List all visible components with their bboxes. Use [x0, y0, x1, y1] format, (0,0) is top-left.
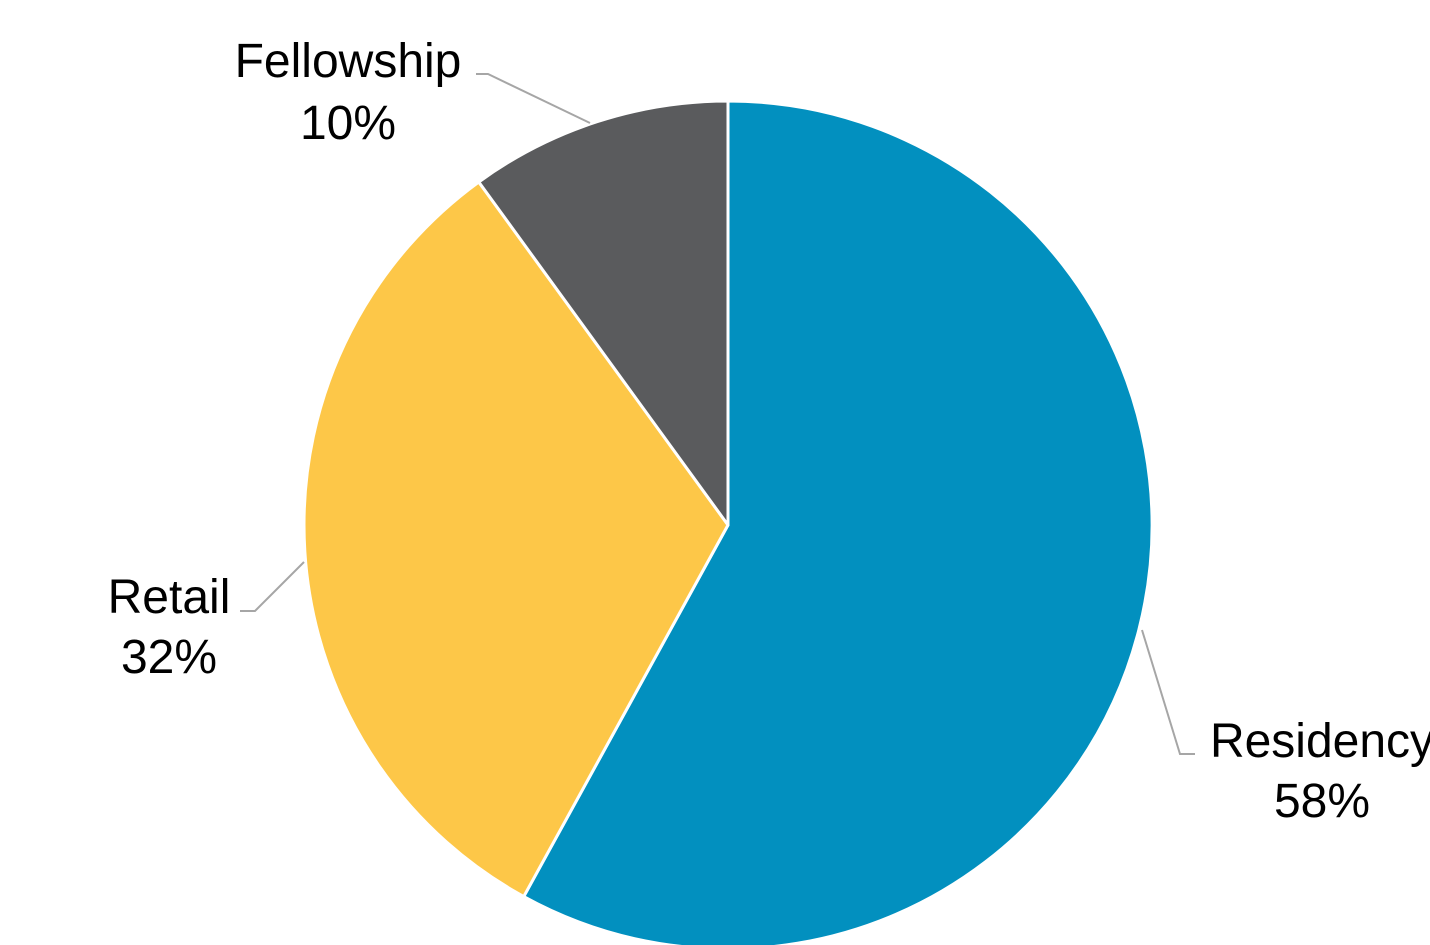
pie-slice-residency	[522, 99, 1154, 945]
label-retail-name: Retail	[108, 571, 231, 624]
label-residency-name: Residency	[1210, 715, 1430, 768]
label-fellowship-name: Fellowship	[235, 35, 462, 88]
leader-line-fellowship	[476, 73, 591, 124]
data-labels: Residency 58% Retail 32% Fellowship 10%	[108, 35, 1430, 828]
pie-slices	[302, 99, 1154, 945]
leader-line-retail	[240, 561, 305, 612]
pie-slice-fellowship	[477, 99, 730, 527]
label-fellowship-percent: 10%	[300, 97, 396, 150]
pie-slice-retail	[302, 180, 730, 899]
leader-line-residency	[1141, 629, 1195, 755]
label-residency-percent: 58%	[1274, 775, 1370, 828]
leader-lines	[240, 73, 1195, 755]
label-retail-percent: 32%	[121, 631, 217, 684]
